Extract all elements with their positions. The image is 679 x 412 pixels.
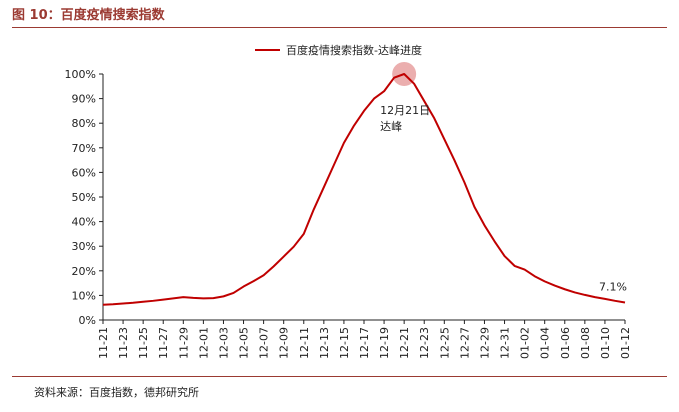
x-tick-label: 12-01 bbox=[197, 327, 210, 359]
x-tick-label: 12-27 bbox=[458, 327, 471, 359]
x-tick-label: 01-08 bbox=[579, 327, 592, 359]
x-tick-label: 12-25 bbox=[438, 327, 451, 359]
x-tick-label: 12-17 bbox=[358, 327, 371, 359]
y-axis-ticks: 0% 10% 20% 30% 40% 50% 60% 70% 80% 90% 100% bbox=[65, 68, 103, 327]
x-tick-label: 12-23 bbox=[418, 327, 431, 359]
x-tick-label: 01-06 bbox=[559, 327, 572, 359]
x-tick-label: 12-05 bbox=[238, 327, 251, 359]
x-tick-label: 12-09 bbox=[278, 327, 291, 359]
top-divider bbox=[12, 27, 667, 28]
y-tick-label: 90% bbox=[72, 93, 96, 106]
x-tick-label: 12-03 bbox=[217, 327, 230, 359]
y-tick-label: 100% bbox=[65, 68, 96, 81]
x-tick-label: 12-07 bbox=[258, 327, 271, 359]
x-tick-label: 12-21 bbox=[398, 327, 411, 359]
chart-marks bbox=[102, 62, 626, 306]
y-tick-label: 0% bbox=[79, 314, 96, 327]
y-tick-label: 50% bbox=[72, 191, 96, 204]
x-tick-label: 12-29 bbox=[478, 327, 491, 359]
legend-series-label: 百度疫情搜索指数-达峰进度 bbox=[286, 43, 422, 57]
y-tick-label: 80% bbox=[72, 117, 96, 130]
y-tick-label: 40% bbox=[72, 216, 96, 229]
last-value-label: 7.1% bbox=[599, 281, 627, 294]
peak-annotation-text: 达峰 bbox=[380, 120, 402, 133]
x-tick-label: 12-13 bbox=[318, 327, 331, 359]
x-tick-label: 11-29 bbox=[177, 327, 190, 359]
source-note: 资料来源：百度指数，德邦研究所 bbox=[34, 386, 199, 399]
y-tick-label: 10% bbox=[72, 289, 96, 302]
chart-legend: 百度疫情搜索指数-达峰进度 bbox=[255, 43, 422, 57]
peak-annotation-date: 12月21日 bbox=[380, 104, 430, 117]
y-tick-label: 30% bbox=[72, 240, 96, 253]
figure-title: 图 10：百度疫情搜索指数 bbox=[12, 8, 165, 23]
bottom-divider bbox=[12, 376, 667, 377]
x-tick-label: 12-31 bbox=[499, 327, 512, 359]
x-tick-label: 12-11 bbox=[298, 327, 311, 359]
x-tick-label: 11-21 bbox=[97, 327, 110, 359]
y-tick-label: 70% bbox=[72, 142, 96, 155]
y-tick-label: 60% bbox=[72, 166, 96, 179]
x-tick-label: 12-15 bbox=[338, 327, 351, 359]
x-tick-label: 11-25 bbox=[137, 327, 150, 359]
x-tick-label: 12-19 bbox=[378, 327, 391, 359]
x-tick-label: 01-10 bbox=[599, 327, 612, 359]
x-tick-label: 11-27 bbox=[157, 327, 170, 359]
series-line-search-index bbox=[102, 73, 626, 306]
x-tick-label: 01-12 bbox=[619, 327, 632, 359]
x-tick-label: 11-23 bbox=[117, 327, 130, 359]
x-axis-ticks: 11-21 11-23 11-25 11-27 11-29 12-01 12-03 12-05… bbox=[97, 320, 632, 359]
y-tick-label: 20% bbox=[72, 265, 96, 278]
x-tick-label: 01-04 bbox=[539, 327, 552, 359]
x-tick-label: 01-02 bbox=[519, 327, 532, 359]
